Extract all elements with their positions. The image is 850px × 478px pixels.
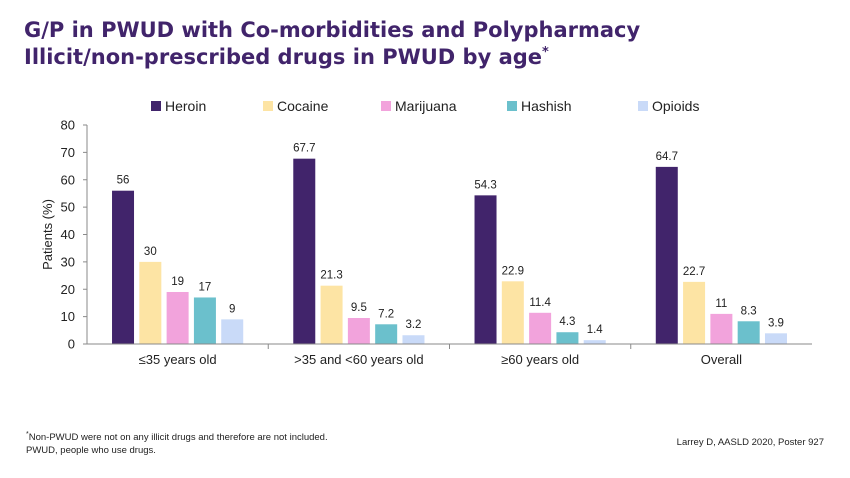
x-tick-label: >35 and <60 years old: [294, 352, 423, 367]
bar-marijuana: [347, 317, 370, 344]
x-tick-label: ≥60 years old: [501, 352, 579, 367]
bar-value-label: 21.3: [320, 270, 342, 282]
y-tick-label: 30: [61, 254, 75, 269]
bar-cocaine: [683, 281, 706, 344]
bar-value-label: 17: [199, 281, 212, 293]
chart-bars: 56 30 19 17 9 67.7 21.3 9.5 7.2 3.2 54.3 22.9 11.4 4.…: [112, 143, 787, 344]
y-tick-label: 80: [61, 118, 75, 133]
title-line-2: Illicit/non-prescribed drugs in PWUD by …: [24, 45, 543, 69]
legend-label-marijuana: Marijuana: [395, 98, 457, 114]
bar-value-label: 4.3: [559, 316, 575, 328]
bar-cocaine: [501, 281, 524, 344]
bar-value-label: 7.2: [378, 308, 394, 320]
bar-value-label: 56: [117, 175, 130, 187]
bar-value-label: 22.9: [502, 265, 524, 277]
bar-opioids: [764, 333, 787, 344]
y-tick-label: 0: [68, 337, 75, 352]
y-tick-label: 10: [61, 309, 75, 324]
y-tick-label: 50: [61, 200, 75, 215]
source-citation: Larrey D, AASLD 2020, Poster 927: [676, 437, 824, 448]
y-tick-label: 70: [61, 145, 75, 160]
bar-value-label: 19: [171, 276, 184, 288]
legend-label-cocaine: Cocaine: [277, 98, 329, 114]
page-title: G/P in PWUD with Co-morbidities and Poly…: [24, 17, 640, 71]
y-tick-label: 40: [61, 227, 75, 242]
bar-hashish: [375, 324, 398, 344]
bar-value-label: 3.9: [768, 317, 784, 329]
bar-hashish: [737, 321, 760, 344]
bar-marijuana: [166, 291, 189, 344]
legend-swatch-cocaine: [263, 101, 273, 111]
bar-cocaine: [139, 261, 162, 344]
y-tick-label: 20: [61, 282, 75, 297]
footnote-line-2: PWUD, people who use drugs.: [26, 445, 156, 456]
legend-swatch-hashish: [507, 101, 517, 111]
title-line-1: G/P in PWUD with Co-morbidities and Poly…: [24, 18, 641, 42]
bar-value-label: 30: [144, 246, 157, 258]
bar-heroin: [293, 158, 316, 344]
bar-value-label: 3.2: [405, 319, 421, 331]
bar-value-label: 67.7: [293, 143, 315, 155]
legend-swatch-heroin: [151, 101, 161, 111]
bar-cocaine: [320, 285, 343, 344]
bar-opioids: [583, 340, 606, 344]
legend-label-heroin: Heroin: [165, 98, 206, 114]
x-tick-label: ≤35 years old: [139, 352, 217, 367]
bar-value-label: 9.5: [351, 302, 367, 314]
bar-value-label: 11.4: [529, 297, 551, 309]
footnote-asterisk: *: [26, 430, 29, 438]
bar-value-label: 9: [229, 303, 235, 315]
bar-marijuana: [710, 313, 733, 344]
bar-value-label: 22.7: [683, 266, 705, 278]
bar-value-label: 11: [715, 298, 727, 310]
title-asterisk: *: [542, 45, 549, 60]
legend-swatch-opioids: [638, 101, 648, 111]
bar-value-label: 1.4: [587, 324, 604, 336]
x-axis: ≤35 years old >35 and <60 years old ≥60 ye…: [87, 343, 812, 367]
legend-label-opioids: Opioids: [652, 98, 699, 114]
bar-opioids: [221, 319, 244, 344]
bar-heroin: [474, 195, 497, 344]
bar-value-label: 54.3: [474, 179, 496, 191]
legend-label-hashish: Hashish: [521, 98, 572, 114]
bar-hashish: [556, 332, 579, 344]
bar-value-label: 8.3: [741, 305, 757, 317]
footnote-line-1: Non-PWUD were not on any illicit drugs a…: [28, 432, 328, 443]
x-tick-label: Overall: [701, 352, 742, 367]
y-axis-label: Patients (%): [40, 199, 55, 270]
bar-opioids: [402, 335, 425, 344]
chart-legend: Heroin Cocaine Marijuana Hashish Opioids: [151, 98, 699, 114]
legend-swatch-marijuana: [381, 101, 391, 111]
bar-heroin: [655, 166, 678, 344]
y-tick-label: 60: [61, 172, 75, 187]
bar-hashish: [193, 297, 216, 344]
y-axis: 0 10 20 30 40 50 60 70 80 Patients (%): [40, 118, 88, 352]
bar-marijuana: [529, 312, 552, 344]
footnote: *Non-PWUD were not on any illicit drugs …: [26, 431, 328, 457]
bar-value-label: 64.7: [656, 151, 678, 163]
bar-heroin: [112, 190, 135, 344]
